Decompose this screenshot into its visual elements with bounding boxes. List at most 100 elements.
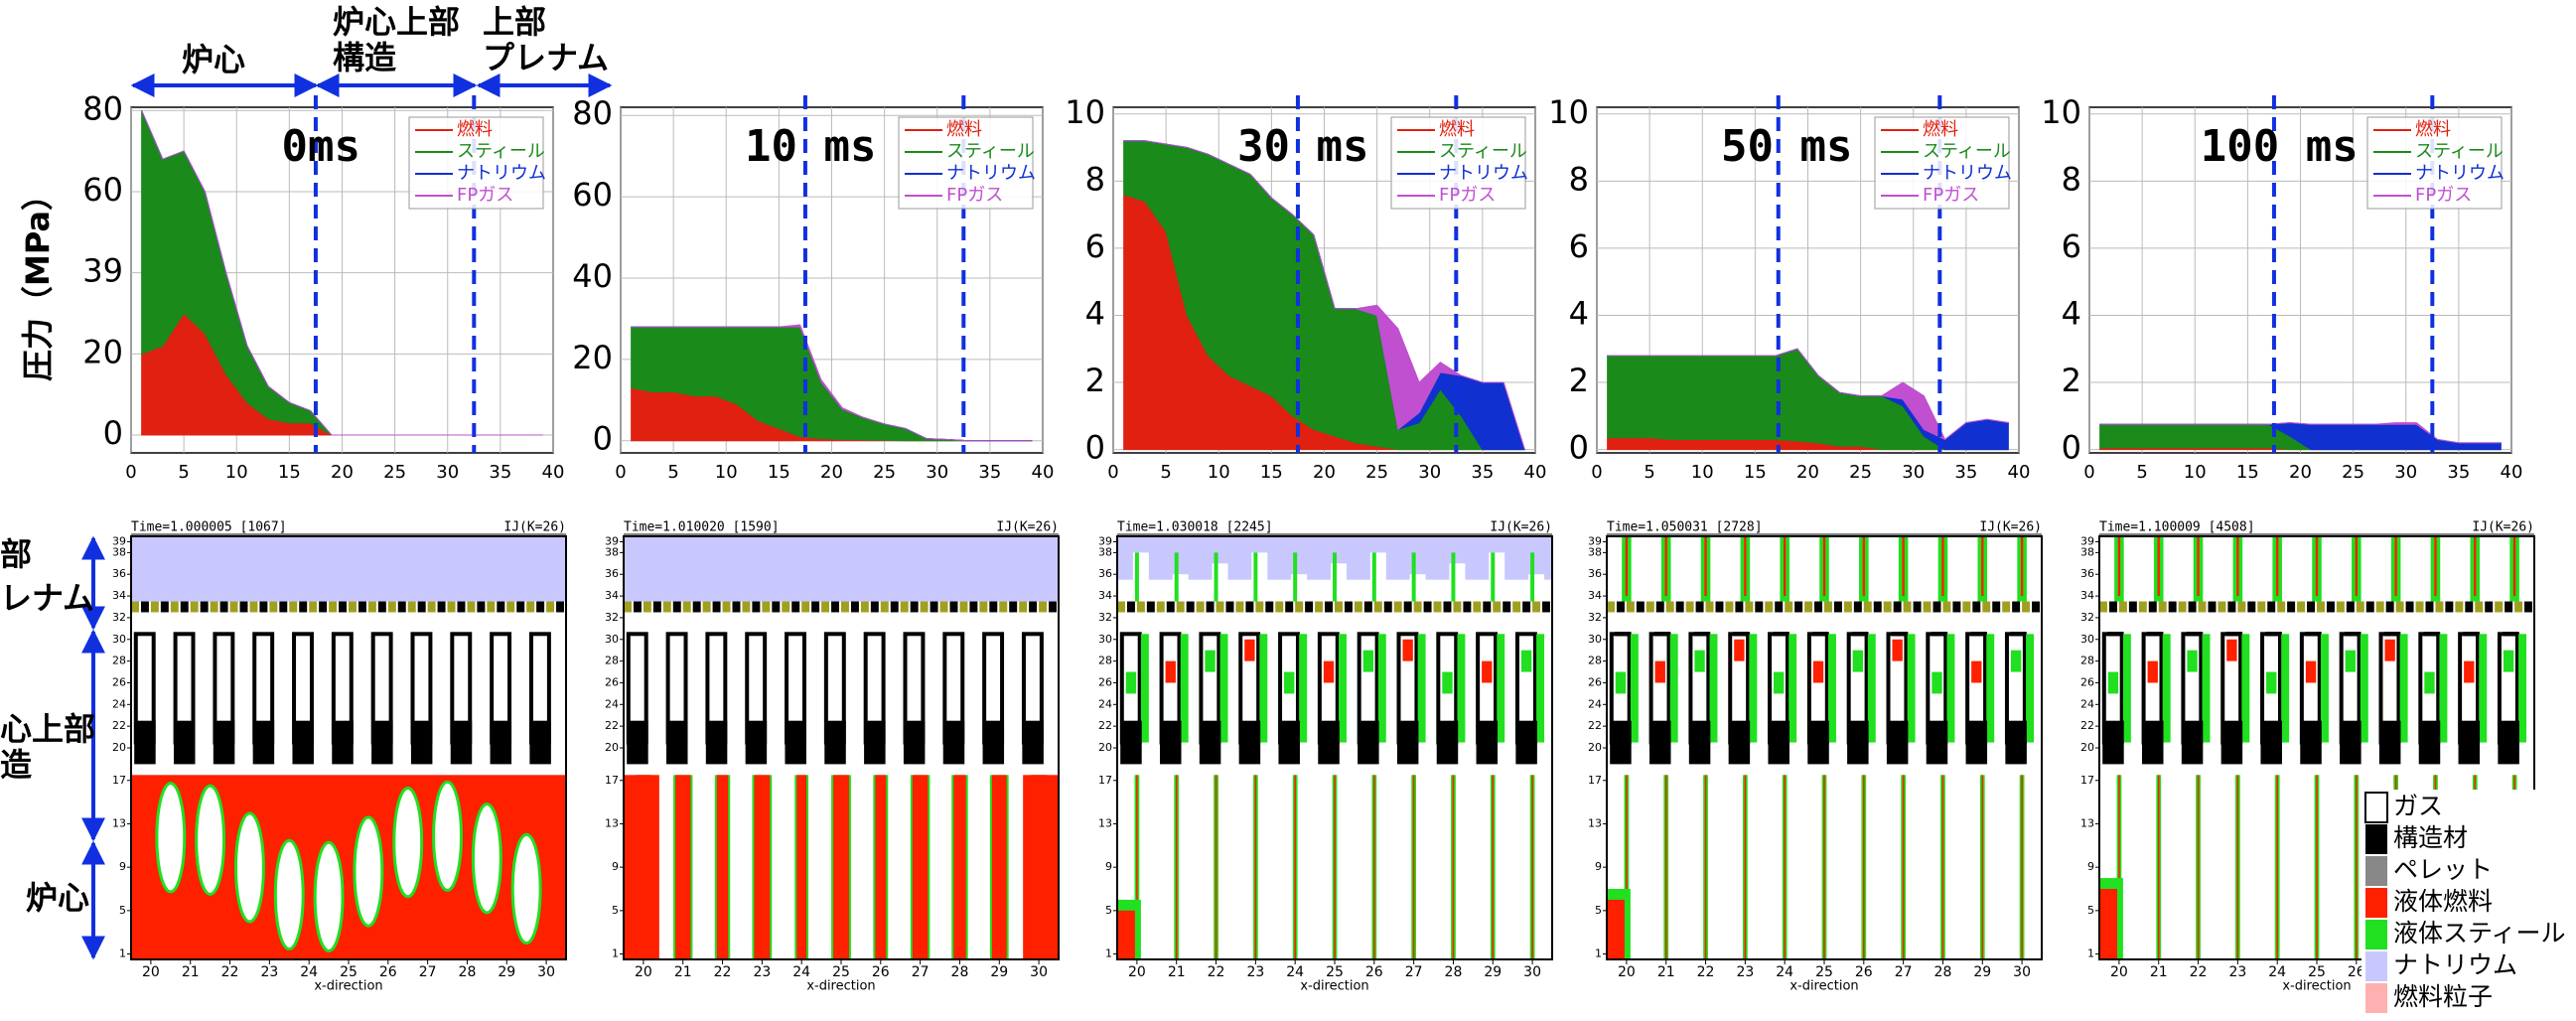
mesh-cell bbox=[1205, 650, 1216, 672]
mesh-cell bbox=[2474, 536, 2477, 597]
mesh-cell bbox=[982, 720, 1005, 765]
legend-label: 燃料粒子 bbox=[2393, 982, 2493, 1011]
mesh-cell bbox=[407, 601, 416, 613]
y-tick-label: 2 bbox=[1085, 362, 1105, 399]
mesh-cell bbox=[1725, 601, 1734, 613]
mesh-cell bbox=[675, 775, 691, 959]
mesh-cell bbox=[1646, 601, 1654, 613]
x-tick-label: 0 bbox=[2083, 462, 2094, 483]
x-tick-label: 25 bbox=[1326, 964, 1344, 980]
mesh-cell bbox=[1344, 601, 1353, 613]
mesh-cell bbox=[959, 601, 968, 613]
y-tick-label: 34 bbox=[605, 589, 619, 602]
mesh-cell bbox=[1225, 601, 1234, 613]
x-tick-label: 25 bbox=[1365, 462, 1388, 483]
mesh-cell bbox=[1520, 650, 1532, 672]
y-tick-label: 4 bbox=[2062, 294, 2081, 332]
mesh-cell bbox=[2340, 720, 2361, 765]
y-axis-label: 圧力（MPa） bbox=[19, 179, 57, 381]
y-tick-label: 9 bbox=[2087, 860, 2094, 873]
mesh-cell bbox=[1784, 775, 1786, 959]
region-label: 部 bbox=[0, 535, 32, 573]
mesh-cell bbox=[1180, 634, 1189, 743]
x-tick-label: 5 bbox=[2136, 462, 2147, 483]
mesh-cell bbox=[1941, 536, 1944, 597]
legend-label: スティール bbox=[2415, 141, 2504, 162]
mesh-cell bbox=[1755, 601, 1764, 613]
mesh-cell bbox=[2197, 775, 2200, 959]
legend-label: ナトリウム bbox=[457, 163, 546, 184]
mesh-cell bbox=[989, 601, 998, 613]
stacked-area bbox=[141, 110, 543, 436]
x-tick-label: 30 bbox=[537, 964, 555, 980]
x-tick-label: 26 bbox=[379, 964, 397, 980]
x-tick-label: 25 bbox=[832, 964, 850, 980]
y-tick-label: 39 bbox=[605, 534, 619, 547]
mesh-cell bbox=[1278, 720, 1300, 765]
x-tick-label: 10 bbox=[1208, 462, 1230, 483]
mesh-cell bbox=[860, 601, 869, 613]
mesh-cell bbox=[702, 601, 711, 613]
mesh-cell bbox=[2498, 720, 2519, 765]
mesh-cell bbox=[2168, 601, 2177, 613]
mesh-cell bbox=[1515, 720, 1537, 765]
mesh-cell bbox=[1238, 720, 1261, 765]
y-tick-label: 2 bbox=[1569, 362, 1589, 399]
y-tick-label: 22 bbox=[605, 719, 619, 732]
mesh-cell bbox=[912, 775, 929, 959]
mesh-cell bbox=[2021, 775, 2023, 959]
y-tick-label: 10 bbox=[1548, 93, 1589, 131]
mesh-cell bbox=[2227, 601, 2236, 613]
mesh-cell bbox=[1146, 601, 1155, 613]
x-tick-label: 23 bbox=[1736, 964, 1754, 980]
x-tick-label: 40 bbox=[542, 462, 565, 483]
x-tick-label: 20 bbox=[635, 964, 652, 980]
mesh-cell bbox=[2504, 601, 2513, 613]
mesh-cell bbox=[2257, 601, 2266, 613]
x-tick-label: 10 bbox=[225, 462, 248, 483]
mesh-cell bbox=[785, 720, 806, 765]
y-tick-label: 5 bbox=[1105, 904, 1112, 917]
mesh-cell bbox=[299, 601, 308, 613]
mesh-cell bbox=[2455, 601, 2464, 613]
y-tick-label: 34 bbox=[112, 589, 126, 602]
x-tick-label: 30 bbox=[1523, 964, 1541, 980]
mesh-cell bbox=[682, 601, 691, 613]
mesh-cell bbox=[1863, 601, 1872, 613]
mesh-cell bbox=[1775, 601, 1784, 613]
mesh-cell bbox=[1902, 775, 1905, 959]
mesh-cell bbox=[2178, 601, 2187, 613]
mesh-cell bbox=[2157, 775, 2160, 959]
y-tick-label: 5 bbox=[1595, 904, 1602, 917]
y-tick-label: 9 bbox=[119, 860, 126, 873]
mesh-cell bbox=[624, 536, 1059, 602]
mesh-cell bbox=[1669, 634, 1678, 743]
x-tick-label: 26 bbox=[1365, 964, 1383, 980]
stacked-area bbox=[631, 324, 1033, 442]
mesh-cell bbox=[1824, 601, 1832, 613]
y-tick-label: 36 bbox=[605, 567, 619, 580]
x-tick-label: 5 bbox=[1160, 462, 1171, 483]
mesh-cell bbox=[2356, 601, 2364, 613]
x-tick-label: 25 bbox=[383, 462, 406, 483]
mesh-cell bbox=[160, 601, 169, 613]
mesh-cell bbox=[2138, 601, 2147, 613]
y-tick-label: 60 bbox=[82, 171, 123, 209]
mesh-cell bbox=[821, 601, 830, 613]
mesh-cell bbox=[1851, 632, 1868, 637]
mesh-cell bbox=[633, 601, 642, 613]
mesh-cell bbox=[712, 601, 721, 613]
mesh-cell bbox=[2464, 660, 2475, 683]
mesh-cell bbox=[1512, 601, 1521, 613]
legend-label: FPガス bbox=[2415, 185, 2472, 206]
y-tick-label: 4 bbox=[1085, 294, 1105, 332]
mesh-cell bbox=[1749, 634, 1758, 743]
mesh-cell bbox=[1695, 601, 1704, 613]
mesh-cell bbox=[2108, 601, 2117, 613]
mesh-cell bbox=[1926, 720, 1948, 765]
mesh-cell bbox=[467, 601, 476, 613]
y-tick-label: 30 bbox=[112, 633, 126, 646]
mesh-cell bbox=[332, 720, 354, 765]
mesh-cell bbox=[1338, 634, 1347, 743]
mesh-cell bbox=[1160, 720, 1182, 765]
